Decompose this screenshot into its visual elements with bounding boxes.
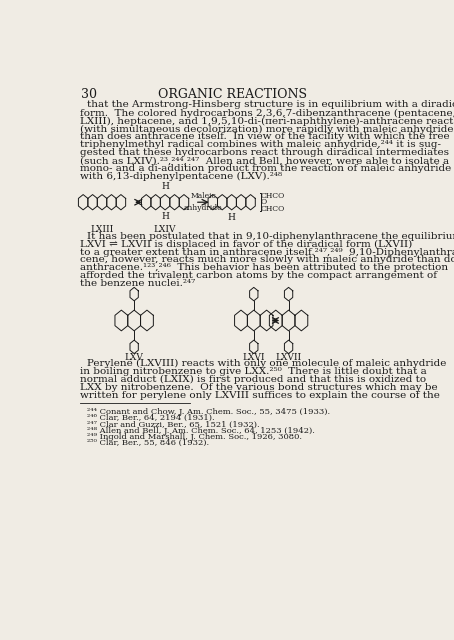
Text: CHCO: CHCO (261, 205, 285, 212)
Text: normal adduct (LXIX) is first produced and that this is oxidized to: normal adduct (LXIX) is first produced a… (79, 375, 426, 385)
Text: form.  The colored hydrocarbons 2,3,6,7-dibenzanthracene (pentacene,: form. The colored hydrocarbons 2,3,6,7-d… (79, 108, 454, 118)
Text: afforded the trivalent carbon atoms by the compact arrangement of: afforded the trivalent carbon atoms by t… (79, 271, 437, 280)
Text: H: H (161, 182, 169, 191)
Text: O: O (261, 198, 267, 206)
Text: ²⁴⁷ Clar and Guzzi, Ber., 65, 1521 (1932).: ²⁴⁷ Clar and Guzzi, Ber., 65, 1521 (1932… (87, 420, 259, 428)
Text: 30: 30 (81, 88, 97, 100)
Text: H: H (161, 212, 169, 221)
Text: LXIV: LXIV (154, 225, 176, 234)
Text: than does anthracene itself.  In view of the facility with which the free: than does anthracene itself. In view of … (79, 132, 449, 141)
Text: anthracene.¹²³,²⁴⁶  This behavior has been attributed to the protection: anthracene.¹²³,²⁴⁶ This behavior has bee… (79, 264, 448, 273)
Text: mono- and a di-addition product from the reaction of maleic anhydride: mono- and a di-addition product from the… (79, 164, 451, 173)
Text: ²⁵⁰ Clar, Ber., 55, 846 (1932).: ²⁵⁰ Clar, Ber., 55, 846 (1932). (87, 439, 209, 447)
Text: (with simultaneous decolorization) more rapidly with maleic anhydride: (with simultaneous decolorization) more … (79, 124, 453, 134)
Text: LXIII), heptacene, and 1,9,5,10-di-(πeri-naphthylene)-anthracene react: LXIII), heptacene, and 1,9,5,10-di-(πeri… (79, 116, 453, 125)
Text: LXVI ⇌ LXVII is displaced in favor of the diradical form (LXVII): LXVI ⇌ LXVII is displaced in favor of th… (79, 239, 412, 249)
Text: that the Armstrong-Hinsberg structure is in equilibrium with a diradical: that the Armstrong-Hinsberg structure is… (87, 100, 454, 109)
Text: ORGANIC REACTIONS: ORGANIC REACTIONS (158, 88, 307, 100)
Text: anhydride: anhydride (184, 204, 222, 212)
Text: written for perylene only LXVIII suffices to explain the course of the: written for perylene only LXVIII suffice… (79, 391, 439, 400)
Text: ²⁴⁸ Allen and Bell, J. Am. Chem. Soc., 64, 1253 (1942).: ²⁴⁸ Allen and Bell, J. Am. Chem. Soc., 6… (87, 427, 315, 435)
Text: Perylene (LXVIII) reacts with only one molecule of maleic anhydride: Perylene (LXVIII) reacts with only one m… (87, 360, 446, 369)
Text: cene, however, reacts much more slowly with maleic anhydride than does: cene, however, reacts much more slowly w… (79, 255, 454, 264)
Text: triphenylmethyl radical combines with maleic anhydride,²⁴⁴ it is sug-: triphenylmethyl radical combines with ma… (79, 140, 441, 149)
Text: LXVII: LXVII (276, 353, 301, 362)
Text: CHCO: CHCO (261, 192, 285, 200)
Text: LXVI: LXVI (242, 353, 265, 362)
Text: the benzene nuclei.²⁴⁷: the benzene nuclei.²⁴⁷ (79, 280, 195, 289)
Text: in boiling nitrobenzene to give LXX.²⁵⁰  There is little doubt that a: in boiling nitrobenzene to give LXX.²⁵⁰ … (79, 367, 426, 376)
Text: (such as LXIV).²³,²⁴⁴,²⁴⁷  Allen and Bell, however, were able to isolate a: (such as LXIV).²³,²⁴⁴,²⁴⁷ Allen and Bell… (79, 156, 449, 165)
Text: ²⁴⁶ Clar, Ber., 64, 2194 (1931).: ²⁴⁶ Clar, Ber., 64, 2194 (1931). (87, 414, 214, 422)
Text: LXX by nitrobenzene.  Of the various bond structures which may be: LXX by nitrobenzene. Of the various bond… (79, 383, 437, 392)
Text: Maleic: Maleic (190, 192, 216, 200)
Text: gested that these hydrocarbons react through diradical intermediates: gested that these hydrocarbons react thr… (79, 148, 449, 157)
Text: to a greater extent than in anthracene itself.²⁴⁷,²⁴⁹  9,10-Diphenylanthra-: to a greater extent than in anthracene i… (79, 248, 454, 257)
Text: ²⁴⁹ Ingold and Marshall, J. Chem. Soc., 1926, 3080.: ²⁴⁹ Ingold and Marshall, J. Chem. Soc., … (87, 433, 301, 441)
Text: H: H (228, 213, 236, 222)
Text: It has been postulated that in 9,10-diphenylanthracene the equilibrium: It has been postulated that in 9,10-diph… (87, 232, 454, 241)
Text: ²⁴⁴ Conant and Chow, J. Am. Chem. Soc., 55, 3475 (1933).: ²⁴⁴ Conant and Chow, J. Am. Chem. Soc., … (87, 408, 330, 416)
Text: LXV: LXV (125, 353, 143, 362)
Text: LXIII: LXIII (90, 225, 114, 234)
Text: with 6,13-diphenylpentacene (LXV).²⁴⁸: with 6,13-diphenylpentacene (LXV).²⁴⁸ (79, 172, 282, 181)
